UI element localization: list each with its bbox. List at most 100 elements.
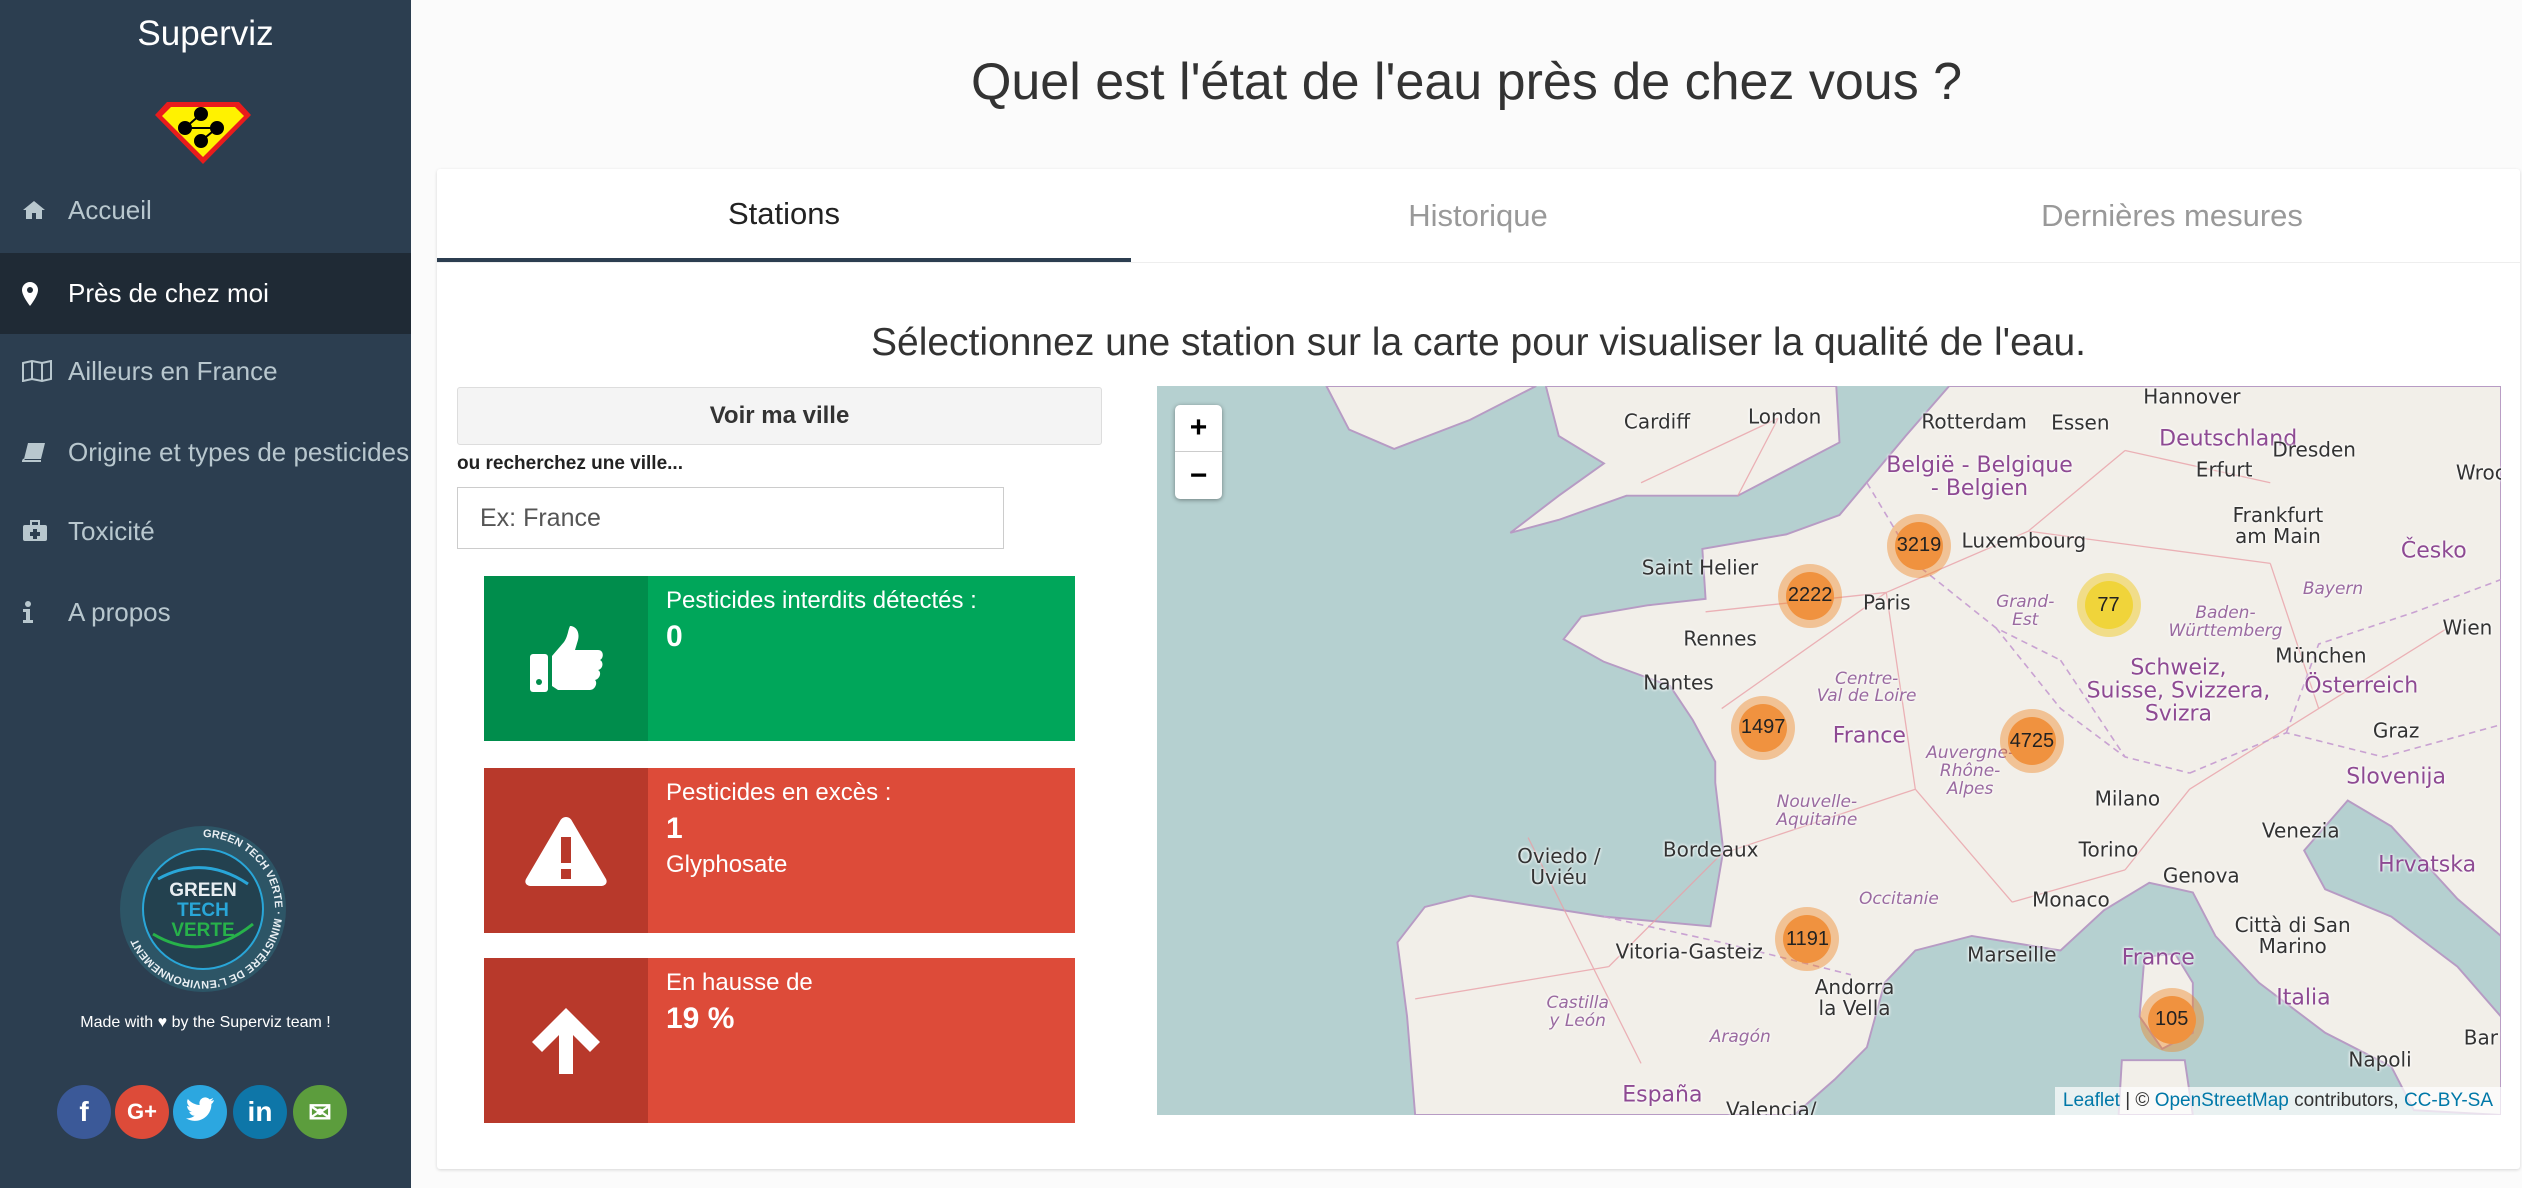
badge-logo-lettering: GREEN TECH VERTE [169,880,237,941]
map-tiles [1325,386,2501,1115]
attribution-contributors: contributors, [2288,1090,2404,1111]
email-share-button[interactable]: ✉ [293,1085,347,1139]
cluster-count: 1191 [1783,915,1832,964]
map-label: Hrvatska [2378,852,2477,878]
cluster-count: 3219 [1895,521,1944,570]
city-search-input[interactable] [457,487,1004,549]
sidebar-item-ailleurs-en-france[interactable]: Ailleurs en France [0,331,411,411]
map-label: Monaco [2032,887,2110,912]
tab-dernieres-mesures[interactable]: Dernières mesures [2041,198,2303,233]
sidebar-item-label: Toxicité [68,515,155,546]
map-label: Rennes [1683,626,1757,651]
map-label: Hannover [2143,386,2241,409]
sidebar-item-accueil[interactable]: Accueil [0,170,411,250]
map-label: Castilla y León [1546,993,1609,1031]
map-label: Bayern [2302,579,2364,600]
map-attribution: Leaflet | © OpenStreetMap contributors, … [2054,1087,2501,1115]
card-title: Pesticides interdits détectés : [666,587,977,614]
sidebar-item-toxicite[interactable]: Toxicité [0,491,411,571]
map-marker-icon [0,281,68,306]
license-link[interactable]: CC-BY-SA [2403,1090,2493,1111]
banned-pesticides-card: Pesticides interdits détectés : 0 [484,576,1075,741]
google-plus-share-button[interactable]: G+ [115,1085,169,1139]
station-cluster-marker[interactable]: 77 [2076,573,2141,638]
sidebar-item-label: A propos [68,596,171,627]
medkit-icon [0,520,68,542]
sidebar-item-origine-pesticides[interactable]: Origine et types de pesticides [0,412,411,492]
linkedin-share-button[interactable]: in [233,1085,287,1139]
tab-divider [437,262,2520,263]
station-cluster-marker[interactable]: 1497 [1731,695,1796,760]
openstreetmap-link[interactable]: OpenStreetMap [2154,1090,2289,1111]
map-label: London [1747,404,1822,429]
map-label: France [2121,945,2195,971]
map-label: España [1622,1082,1703,1108]
warning-icon [484,768,648,933]
map-label: Valencia/ [1725,1097,1817,1115]
station-cluster-marker[interactable]: 2222 [1778,563,1843,628]
leaflet-link[interactable]: Leaflet [2062,1090,2120,1111]
map-label: Österreich [2304,673,2419,699]
station-cluster-marker[interactable]: 4725 [1999,709,2064,774]
map-label: Graz [2372,718,2420,743]
map-label: Česko [2400,538,2467,564]
page-title: Quel est l'état de l'eau près de chez vo… [970,53,1963,111]
map-label: Città di San Marino [2234,913,2351,959]
svg-text:TECH: TECH [177,900,229,921]
card-title: Pesticides en excès : [666,779,892,806]
stations-map[interactable]: Hannover Cardiff London Rotterdam Essen Deuts… [1157,386,2501,1115]
sidebar-item-a-propos[interactable]: A propos [0,572,411,652]
zoom-in-button[interactable]: + [1175,405,1222,452]
twitter-icon [185,1096,215,1128]
station-cluster-marker[interactable]: 1191 [1775,907,1840,972]
sidebar-item-label: Origine et types de pesticides [68,436,410,467]
map-label: Saint Helier [1641,555,1759,580]
brand-title[interactable]: Superviz [137,14,274,53]
map-label: Essen [2051,410,2110,435]
map-label: België - Belgique - Belgien [1886,453,2073,502]
sidebar-item-label: Accueil [68,194,152,225]
facebook-icon: f [79,1096,89,1127]
map-label: Napoli [2348,1047,2412,1072]
sidebar-item-label: Près de chez moi [68,278,269,308]
info-icon [0,601,68,623]
map-label: Torino [2078,837,2139,862]
tab-stations[interactable]: Stations [437,169,1131,263]
cluster-count: 1497 [1739,703,1788,752]
map-label: Venezia [2261,818,2340,843]
voir-ma-ville-button[interactable]: Voir ma ville [457,387,1102,445]
card-value: 19 % [666,1002,735,1035]
map-label: Baden- Württemberg [2168,603,2283,641]
twitter-share-button[interactable] [173,1085,227,1139]
cluster-count: 105 [2147,995,2196,1044]
map-label: Auvergne- Rhône- Alpes [1926,743,2015,800]
station-cluster-marker[interactable]: 105 [2139,987,2204,1052]
sidebar-item-pres-de-chez-moi[interactable]: Près de chez moi [0,253,411,334]
map-label: Nouvelle- Aquitaine [1776,792,1858,831]
facebook-share-button[interactable]: f [57,1085,111,1139]
zoom-out-button[interactable]: − [1189,458,1208,492]
map-label: München [2275,643,2367,668]
cluster-count: 77 [2084,581,2133,630]
green-tech-verte-badge-logo: GREEN TECH VERTE GREEN TECH VERTE · MINI… [120,826,286,992]
map-label: Genova [2162,863,2240,888]
map-label: Bordeaux [1662,837,1759,862]
card-detail: Glyphosate [666,851,788,878]
thumbs-up-icon [484,576,648,741]
book-icon [0,442,68,462]
map-label: Luxembourg [1961,528,2087,553]
map-label: Rotterdam [1921,409,2027,434]
map-label: Vitoria-Gasteiz [1615,939,1763,964]
svg-text:GREEN: GREEN [169,880,237,901]
sidebar: Superviz Accueil Près de chez moi Ailleu… [0,0,411,1188]
map-label: Nantes [1643,670,1714,695]
station-cluster-marker[interactable]: 3219 [1887,513,1952,578]
map-label: Grand- Est [1996,592,2055,630]
map-label: Deutschland [2159,426,2298,452]
search-label: ou recherchez une ville... [457,453,683,474]
map-label: Bar [2463,1025,2498,1050]
main-panel: Stations Historique Dernières mesures Sé… [437,169,2520,1169]
excess-pesticides-card: Pesticides en excès : 1 Glyphosate [484,768,1075,933]
tab-historique[interactable]: Historique [1408,198,1548,233]
map-label: Occitanie [1858,889,1939,910]
